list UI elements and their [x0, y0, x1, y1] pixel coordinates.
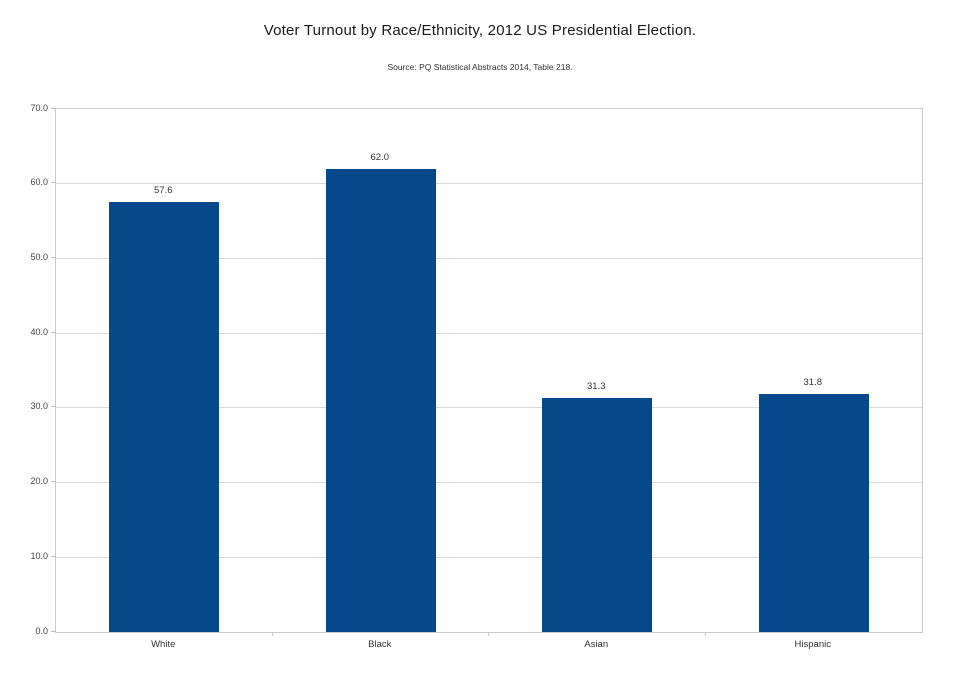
- y-gridline: [56, 482, 922, 484]
- plot-area: [55, 108, 923, 633]
- bar-asian: [542, 398, 653, 632]
- bar-black: [325, 168, 436, 632]
- bar-value-label: 62.0: [370, 151, 390, 163]
- y-axis-tick-label: 70.0: [30, 102, 48, 113]
- y-axis-tick-label: 0.0: [35, 625, 48, 636]
- chart-title: Voter Turnout by Race/Ethnicity, 2012 US…: [263, 22, 697, 39]
- x-axis-tick-mark: [704, 632, 706, 636]
- y-axis-tick-mark: [51, 481, 56, 483]
- x-axis-category-label: Asian: [584, 639, 609, 650]
- y-axis-tick-mark: [51, 256, 56, 258]
- x-axis-category-label: Hispanic: [794, 639, 831, 650]
- bar-value-label: 31.8: [803, 377, 823, 389]
- y-axis-tick-mark: [51, 630, 56, 632]
- x-axis-tick-mark: [488, 632, 489, 636]
- y-gridline: [56, 332, 922, 334]
- bar-value-label: 57.6: [154, 184, 173, 196]
- y-axis-tick-label: 30.0: [30, 401, 48, 412]
- y-axis-tick-mark: [51, 182, 56, 184]
- y-gridline: [56, 257, 922, 259]
- y-axis-tick-label: 50.0: [30, 251, 48, 262]
- y-gridline: [56, 183, 922, 185]
- y-axis-tick-mark: [51, 107, 56, 109]
- bar-hispanic: [758, 394, 869, 632]
- y-axis-tick-mark: [51, 555, 56, 557]
- x-axis-category-label: Black: [368, 639, 392, 650]
- x-axis-category-label: White: [151, 639, 176, 650]
- x-axis-tick-mark: [271, 632, 273, 636]
- y-axis-tick-label: 10.0: [30, 550, 48, 561]
- bar-value-label: 31.3: [587, 381, 606, 393]
- y-axis-tick-label: 40.0: [30, 326, 48, 337]
- chart-source-subtitle: Source: PQ Statistical Abstracts 2014, T…: [387, 62, 573, 72]
- bar-white: [109, 201, 220, 632]
- y-axis-tick-mark: [51, 406, 56, 408]
- y-gridline: [56, 407, 922, 409]
- y-axis-tick-label: 20.0: [30, 476, 48, 487]
- y-axis-tick-mark: [51, 331, 56, 333]
- y-gridline: [56, 556, 922, 558]
- y-axis-tick-label: 60.0: [30, 177, 48, 188]
